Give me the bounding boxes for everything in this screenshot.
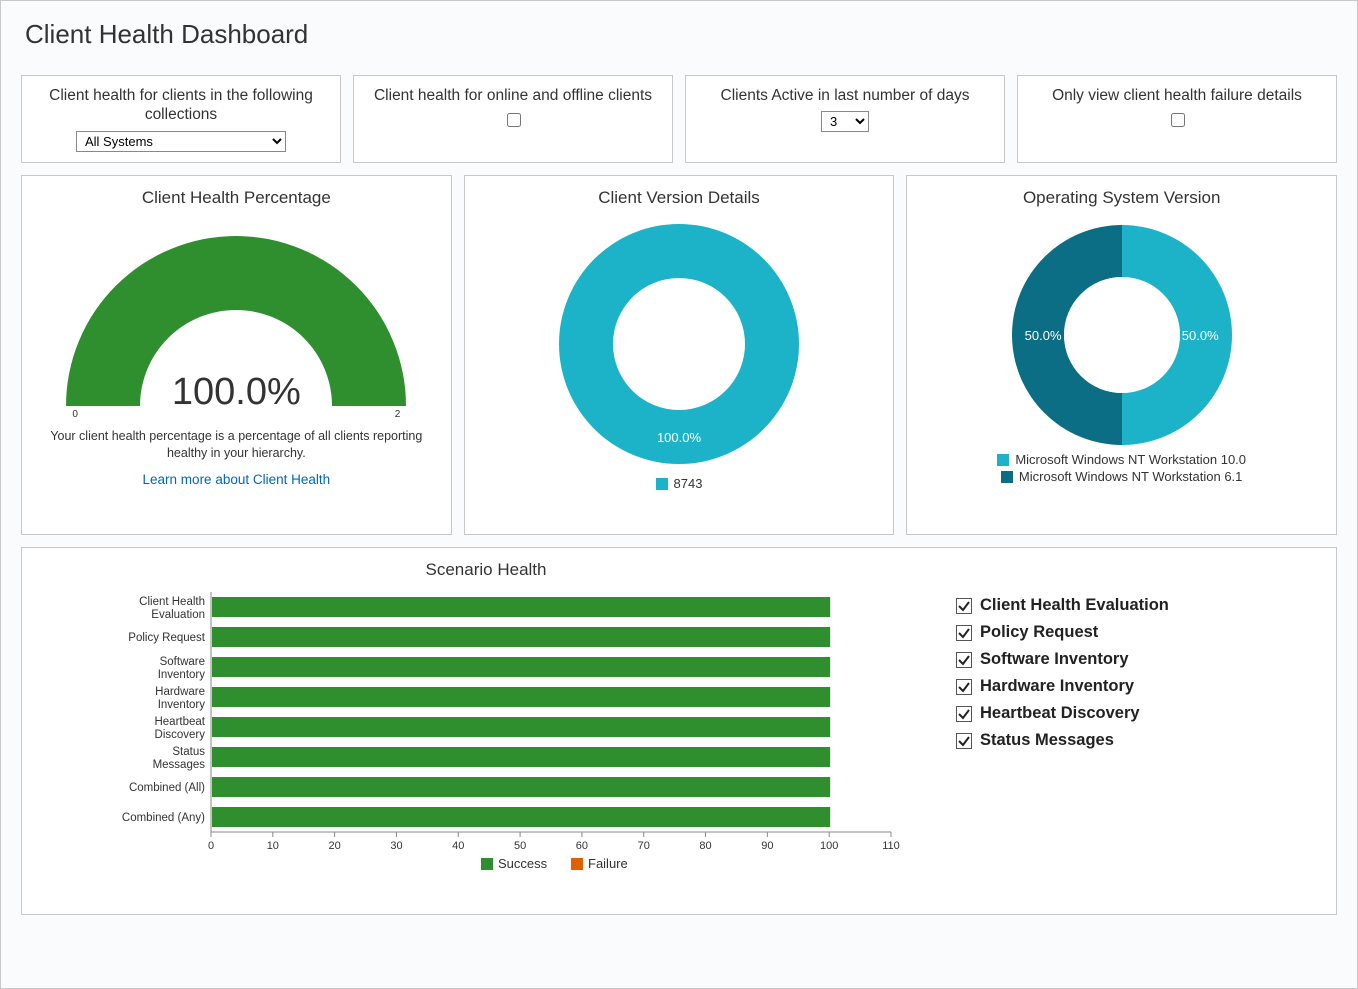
failure-only-checkbox[interactable] [1171, 113, 1185, 127]
filter-collections: Client health for clients in the followi… [21, 75, 341, 163]
gauge-min: 0 [72, 409, 78, 420]
svg-text:Failure: Failure [588, 856, 628, 871]
filter-online-offline: Client health for online and offline cli… [353, 75, 673, 163]
svg-text:10: 10 [267, 840, 279, 852]
checklist-item[interactable]: Heartbeat Discovery [956, 704, 1169, 723]
svg-text:100: 100 [820, 840, 838, 852]
checklist-item[interactable]: Software Inventory [956, 650, 1169, 669]
gauge-caption: Your client health percentage is a perce… [36, 428, 437, 462]
filter-active-days-label: Clients Active in last number of days [721, 86, 970, 105]
svg-text:20: 20 [329, 840, 341, 852]
legend-label: Microsoft Windows NT Workstation 6.1 [1019, 469, 1242, 484]
checkbox-icon [956, 733, 972, 749]
svg-text:40: 40 [452, 840, 464, 852]
checklist-label: Client Health Evaluation [980, 596, 1169, 615]
dashboard-root: Client Health Dashboard Client health fo… [0, 0, 1358, 989]
svg-text:0: 0 [208, 840, 214, 852]
checklist-item[interactable]: Policy Request [956, 623, 1169, 642]
panel-scenario-health: Scenario Health 0 10 20 30 40 50 60 70 80 90 100 11… [21, 547, 1337, 915]
legend-item: 8743 [656, 476, 703, 491]
checklist-label: Status Messages [980, 731, 1114, 750]
legend-swatch [997, 454, 1009, 466]
filter-active-days: Clients Active in last number of days 3 [685, 75, 1005, 163]
version-title: Client Version Details [598, 188, 760, 208]
svg-text:Messages: Messages [153, 759, 206, 771]
os-legend: Microsoft Windows NT Workstation 10.0 Mi… [997, 452, 1246, 484]
svg-text:90: 90 [761, 840, 773, 852]
active-days-select[interactable]: 3 [821, 111, 869, 132]
checkbox-icon [956, 679, 972, 695]
svg-text:Combined (Any): Combined (Any) [122, 812, 205, 824]
checklist-item[interactable]: Client Health Evaluation [956, 596, 1169, 615]
gauge-title: Client Health Percentage [142, 188, 331, 208]
gauge-chart: 100.0% 0 2 [56, 220, 416, 410]
svg-text:80: 80 [699, 840, 711, 852]
checkbox-icon [956, 598, 972, 614]
svg-text:Discovery: Discovery [155, 729, 206, 741]
panel-client-version: Client Version Details 100.0% 8743 [464, 175, 895, 535]
svg-text:Combined (All): Combined (All) [129, 782, 205, 794]
scenario-chart: Scenario Health 0 10 20 30 40 50 60 70 80 90 100 11… [36, 560, 936, 904]
os-slice-pct-0: 50.0% [1182, 328, 1219, 343]
os-donut: 50.0% 50.0% [1007, 220, 1237, 450]
os-title: Operating System Version [1023, 188, 1220, 208]
svg-text:Client Health: Client Health [139, 596, 205, 608]
svg-text:Evaluation: Evaluation [151, 609, 205, 621]
checklist-item[interactable]: Status Messages [956, 731, 1169, 750]
svg-text:Software: Software [160, 656, 205, 668]
legend-label: 8743 [674, 476, 703, 491]
learn-more-link[interactable]: Learn more about Client Health [143, 472, 331, 487]
os-slice-pct-1: 50.0% [1025, 328, 1062, 343]
svg-text:110: 110 [882, 840, 900, 852]
svg-text:30: 30 [390, 840, 402, 852]
legend-swatch [656, 478, 668, 490]
legend-label: Microsoft Windows NT Workstation 10.0 [1015, 452, 1246, 467]
svg-text:Hardware: Hardware [155, 686, 205, 698]
online-offline-checkbox[interactable] [507, 113, 521, 127]
svg-text:70: 70 [638, 840, 650, 852]
filter-online-offline-label: Client health for online and offline cli… [374, 86, 652, 105]
checklist-label: Policy Request [980, 623, 1098, 642]
checkbox-icon [956, 706, 972, 722]
filter-row: Client health for clients in the followi… [21, 75, 1337, 163]
checkbox-icon [956, 652, 972, 668]
svg-text:50: 50 [514, 840, 526, 852]
checklist-item[interactable]: Hardware Inventory [956, 677, 1169, 696]
svg-text:Heartbeat: Heartbeat [154, 716, 205, 728]
scenario-checklist: Client Health Evaluation Policy Request … [936, 560, 1169, 904]
gauge-max: 2 [395, 409, 401, 420]
svg-text:Inventory: Inventory [158, 699, 206, 711]
version-legend: 8743 [656, 476, 703, 491]
svg-text:60: 60 [576, 840, 588, 852]
legend-item: Microsoft Windows NT Workstation 10.0 [997, 452, 1246, 467]
filter-collections-label: Client health for clients in the followi… [34, 86, 328, 125]
svg-text:Policy Request: Policy Request [128, 632, 206, 644]
checklist-label: Software Inventory [980, 650, 1129, 669]
collections-select[interactable]: All Systems [76, 131, 286, 152]
panel-os-version: Operating System Version 50.0% 50.0% Mic… [906, 175, 1337, 535]
svg-text:Inventory: Inventory [158, 669, 206, 681]
filter-failure-only-label: Only view client health failure details [1052, 86, 1302, 105]
svg-text:100.0%: 100.0% [657, 430, 702, 445]
gauge-value: 100.0% [56, 371, 416, 414]
panel-health-percentage: Client Health Percentage 100.0% 0 2 Your… [21, 175, 452, 535]
page-title: Client Health Dashboard [25, 19, 1337, 50]
svg-text:Status: Status [172, 746, 205, 758]
checklist-label: Hardware Inventory [980, 677, 1134, 696]
scenario-title: Scenario Health [426, 560, 547, 580]
top-panels: Client Health Percentage 100.0% 0 2 Your… [21, 175, 1337, 535]
legend-item: Microsoft Windows NT Workstation 6.1 [1001, 469, 1242, 484]
checklist-label: Heartbeat Discovery [980, 704, 1140, 723]
checkbox-icon [956, 625, 972, 641]
legend-swatch [1001, 471, 1013, 483]
filter-failure-only: Only view client health failure details [1017, 75, 1337, 163]
version-donut: 100.0% [549, 214, 809, 474]
svg-text:Success: Success [498, 856, 548, 871]
